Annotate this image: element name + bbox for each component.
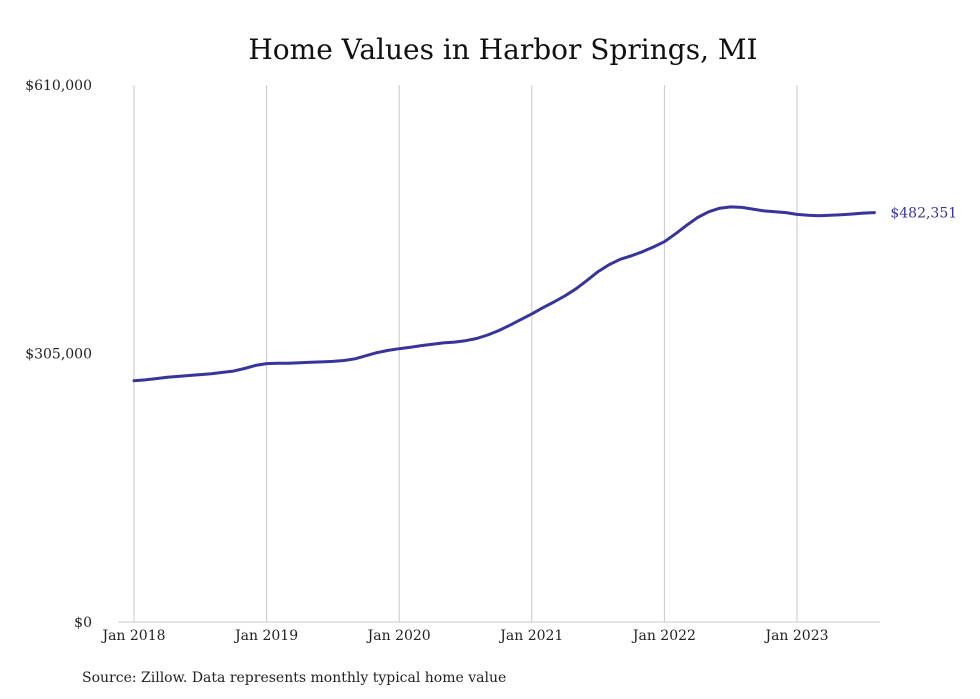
chart-title: Home Values in Harbor Springs, MI xyxy=(248,33,757,66)
y-tick-label-0: $0 xyxy=(74,615,92,631)
x-tick-label-3: Jan 2021 xyxy=(498,628,563,644)
series-layer xyxy=(132,205,876,383)
y-tick-label-1: $305,000 xyxy=(25,347,92,363)
x-tick-label-2: Jan 2020 xyxy=(366,628,431,644)
x-tick-label-4: Jan 2022 xyxy=(631,628,696,644)
x-tick-label-1: Jan 2019 xyxy=(233,628,298,644)
x-axis: Jan 2018 Jan 2019 Jan 2020 Jan 2021 Jan 2022… xyxy=(100,628,828,644)
gridlines xyxy=(118,85,880,623)
y-tick-label-2: $610,000 xyxy=(25,78,92,94)
y-axis: $0 $305,000 $610,000 xyxy=(25,78,92,631)
last-value-label: $482,351 xyxy=(890,206,957,222)
x-tick-label-5: Jan 2023 xyxy=(763,628,828,644)
x-tick-label-0: Jan 2018 xyxy=(100,628,165,644)
series-line-0 xyxy=(132,205,876,383)
source-note: Source: Zillow. Data represents monthly … xyxy=(82,670,506,686)
